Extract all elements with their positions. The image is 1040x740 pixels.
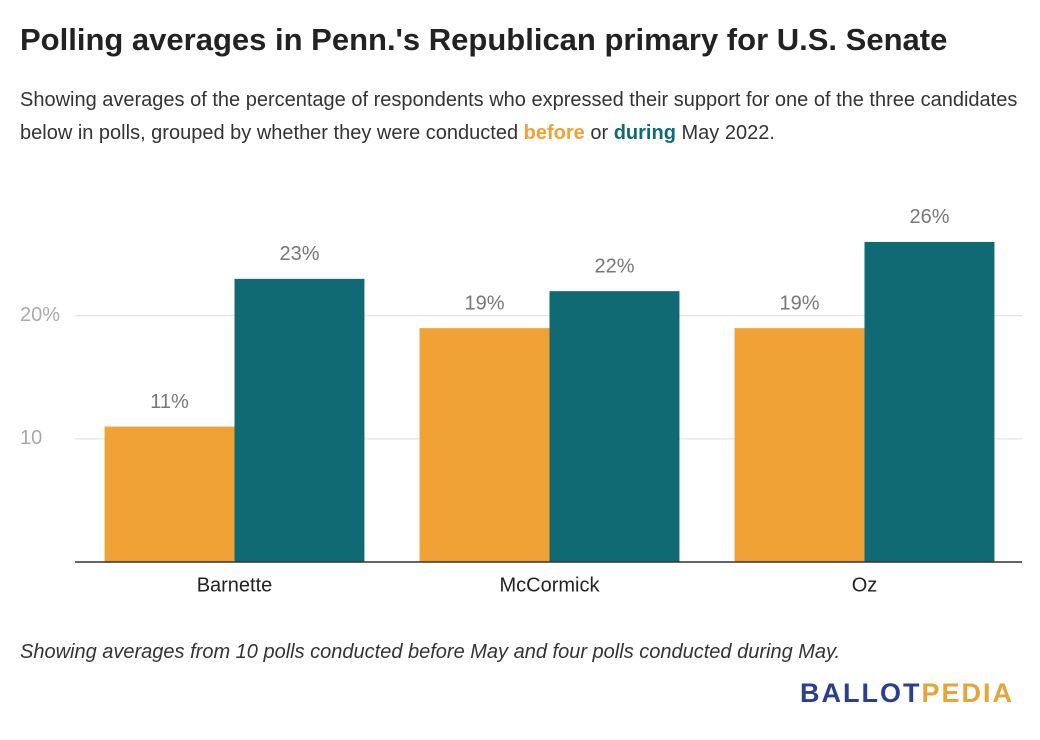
bar [734, 328, 865, 562]
subtitle-text: or [590, 122, 609, 144]
x-tick-label: Oz [852, 574, 878, 596]
legend-entry: before [523, 122, 585, 144]
chart-title: Polling averages in Penn.'s Republican p… [20, 22, 948, 57]
value-label: 11% [150, 391, 189, 413]
bar [419, 328, 550, 562]
logo-text: BALLOT [799, 678, 922, 708]
value-label: 22% [594, 255, 634, 277]
bar [864, 241, 995, 562]
value-label: 19% [465, 292, 505, 314]
bar [104, 426, 235, 562]
value-label: 23% [279, 243, 319, 265]
bar [549, 291, 680, 562]
legend-entry: during [613, 122, 676, 144]
y-tick-label: 10 [20, 427, 42, 449]
logo-text: PEDIA [921, 678, 1014, 708]
bar [234, 278, 365, 562]
subtitle-text: May 2022. [681, 122, 775, 144]
value-label: 19% [780, 292, 820, 314]
footnote: Showing averages from 10 polls conducted… [20, 641, 841, 663]
x-tick-label: Barnette [197, 574, 273, 596]
logo: BALLOTPEDIA [800, 678, 1014, 709]
y-tick-label: 20% [20, 304, 60, 326]
x-tick-label: McCormick [500, 574, 601, 596]
value-label: 26% [909, 206, 949, 228]
subtitle-text: Showing averages of the percentage of re… [20, 89, 1018, 144]
chart-subtitle: Showing averages of the percentage of re… [20, 84, 1020, 150]
